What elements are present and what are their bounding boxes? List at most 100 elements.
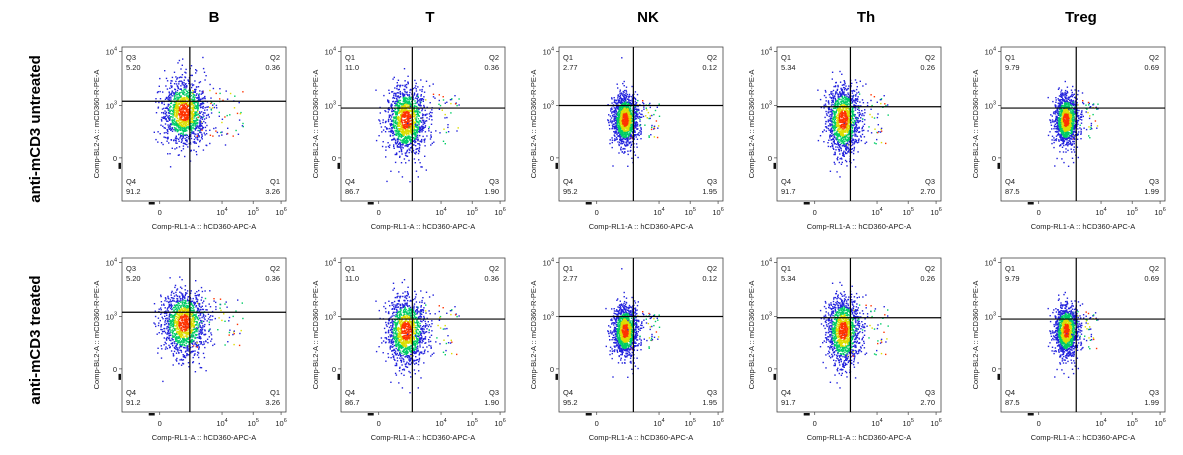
data-point xyxy=(837,86,839,88)
data-point xyxy=(172,107,174,109)
data-point xyxy=(408,110,410,112)
data-point xyxy=(609,128,611,130)
data-point xyxy=(398,132,400,135)
data-point xyxy=(856,127,859,129)
data-point xyxy=(387,100,389,102)
data-point xyxy=(870,108,872,110)
data-point xyxy=(843,84,845,86)
data-point xyxy=(839,70,841,73)
data-point xyxy=(413,130,415,132)
data-point xyxy=(171,110,174,113)
data-point xyxy=(176,130,178,133)
data-point xyxy=(829,125,831,127)
data-point xyxy=(398,88,400,91)
data-point xyxy=(183,142,185,145)
data-point xyxy=(238,101,240,104)
data-point xyxy=(402,109,404,111)
data-point xyxy=(399,138,401,141)
data-point xyxy=(182,99,184,101)
data-point xyxy=(210,112,213,114)
data-point xyxy=(190,110,192,112)
data-point xyxy=(184,85,186,87)
data-points xyxy=(817,70,889,178)
data-point xyxy=(432,96,435,98)
data-point xyxy=(627,150,629,152)
data-point xyxy=(426,106,428,109)
data-point xyxy=(175,121,177,123)
data-point xyxy=(160,118,163,121)
data-point xyxy=(186,85,188,87)
data-point xyxy=(195,86,198,88)
data-point xyxy=(630,102,633,105)
data-point xyxy=(395,95,397,97)
data-point xyxy=(163,132,166,134)
data-point xyxy=(416,120,418,122)
x-tick-label: 104 xyxy=(653,207,664,217)
data-point xyxy=(390,124,393,126)
data-point xyxy=(171,85,173,87)
data-point xyxy=(187,79,189,81)
data-point xyxy=(180,127,182,130)
data-point xyxy=(856,135,859,138)
data-point xyxy=(634,124,636,126)
data-point xyxy=(183,111,185,113)
data-point xyxy=(198,135,200,137)
data-point xyxy=(172,104,174,106)
x-tick-label: 105 xyxy=(466,207,477,217)
quadrant-label: Q4 xyxy=(126,177,136,186)
data-point xyxy=(178,99,180,101)
data-point xyxy=(184,118,187,120)
data-point xyxy=(851,127,854,129)
data-point xyxy=(397,104,399,107)
data-point xyxy=(199,105,201,107)
data-point xyxy=(628,93,631,96)
data-point xyxy=(444,102,446,104)
data-point xyxy=(621,142,623,145)
data-point xyxy=(173,98,175,101)
data-point xyxy=(836,103,839,105)
data-point xyxy=(177,127,180,129)
data-point xyxy=(179,106,181,108)
data-point xyxy=(654,109,657,112)
data-point xyxy=(442,96,444,98)
data-point xyxy=(831,115,833,117)
data-point xyxy=(194,135,196,137)
data-point xyxy=(627,153,629,156)
x-tick-base: 10 xyxy=(466,208,474,217)
data-point xyxy=(613,131,615,133)
data-point xyxy=(395,153,398,156)
y-tick-base: 10 xyxy=(543,48,551,57)
data-point xyxy=(168,99,170,101)
data-point xyxy=(199,131,201,133)
data-point xyxy=(394,161,397,164)
data-point xyxy=(838,144,840,146)
data-point xyxy=(406,109,408,111)
data-point xyxy=(176,110,178,112)
data-point xyxy=(612,125,615,128)
data-point xyxy=(852,96,854,98)
data-point xyxy=(414,87,416,89)
data-point xyxy=(177,96,179,98)
data-point xyxy=(413,158,416,160)
data-point xyxy=(423,104,425,107)
data-point xyxy=(843,150,845,152)
data-point xyxy=(840,163,843,165)
data-point xyxy=(175,91,177,93)
data-point xyxy=(395,129,397,132)
data-point xyxy=(402,113,404,115)
data-point xyxy=(630,149,632,152)
data-point xyxy=(389,135,392,137)
data-point xyxy=(195,127,197,129)
y-tick-label: 103 xyxy=(325,101,336,111)
data-point xyxy=(643,106,645,108)
data-point xyxy=(616,129,618,131)
y-tick-base: 10 xyxy=(106,48,114,57)
data-point xyxy=(178,83,180,85)
data-point xyxy=(399,91,401,93)
data-point xyxy=(187,98,189,100)
data-point xyxy=(405,86,408,89)
data-point xyxy=(389,123,391,125)
plot-frame xyxy=(121,46,287,202)
data-point xyxy=(401,133,404,135)
